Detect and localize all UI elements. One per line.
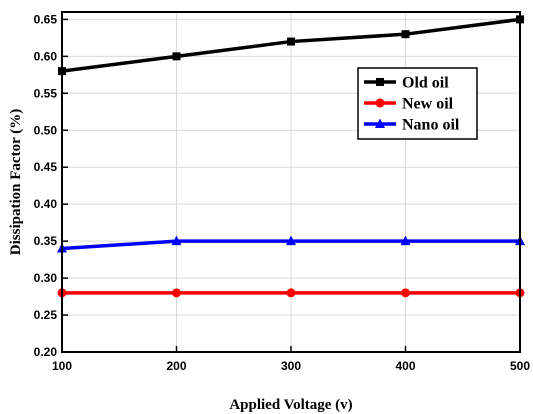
data-point-nano-oil [171, 235, 182, 246]
y-tick-label: 0.20 [34, 345, 58, 359]
y-axis-title: Dissipation Factor (%) [8, 109, 24, 255]
legend-label-old-oil: Old oil [402, 75, 449, 92]
y-tick-label: 0.35 [34, 234, 58, 248]
x-tick-label: 300 [281, 359, 301, 373]
data-point-new-oil [401, 288, 410, 298]
series-new-oil [57, 288, 525, 298]
legend: Old oil New oil Nano oil [357, 67, 478, 140]
data-point-nano-oil [400, 235, 411, 246]
data-point-new-oil [286, 288, 296, 298]
axis-ticks: 100 200 300 400 500 0.20 0.25 0.30 0.35 0.40 0.45 0… [34, 12, 531, 373]
y-tick-label: 0.30 [34, 271, 58, 285]
y-tick-label: 0.40 [34, 197, 58, 211]
y-tick-label: 0.60 [34, 49, 58, 63]
data-point-old-oil [401, 30, 410, 39]
x-tick-label: 100 [52, 359, 72, 373]
legend-label-nano-oil: Nano oil [402, 117, 460, 134]
y-tick-label: 0.65 [34, 12, 58, 26]
y-tick-label: 0.50 [34, 123, 58, 137]
data-point-nano-oil [286, 235, 296, 246]
y-tick-label: 0.25 [34, 308, 58, 322]
y-tick-label: 0.55 [34, 86, 58, 100]
legend-marker-new-oil [375, 98, 385, 108]
data-point-new-oil [172, 288, 181, 298]
x-tick-label: 400 [395, 359, 415, 373]
legend-marker-nano-oil [375, 118, 385, 128]
data-point-old-oil [287, 37, 295, 46]
x-axis-title: Applied Voltage (v) [229, 397, 352, 413]
legend-label-new-oil: New oil [402, 96, 454, 113]
x-tick-label: 500 [510, 359, 530, 373]
y-tick-label: 0.45 [34, 160, 58, 174]
data-point-old-oil [172, 52, 181, 61]
x-tick-label: 200 [166, 359, 186, 373]
legend-marker-old-oil [376, 78, 384, 86]
